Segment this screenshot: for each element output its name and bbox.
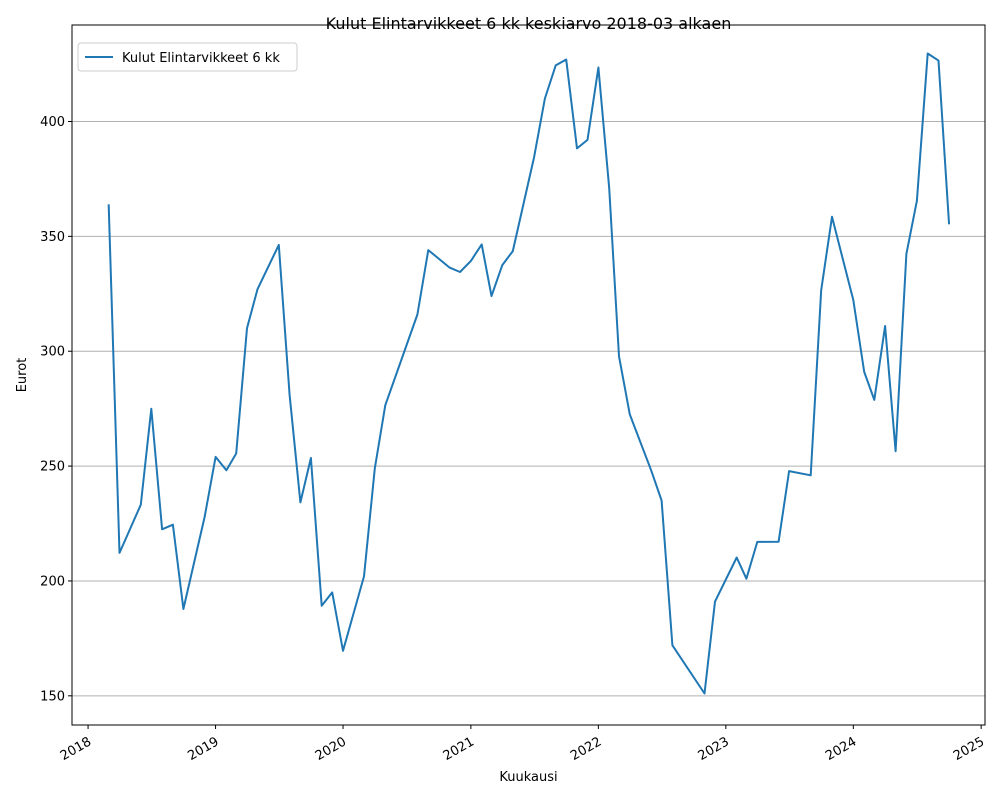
data-point [586,138,590,142]
data-point [415,313,419,317]
data-point [224,468,228,472]
data-point [214,455,218,459]
data-point [649,468,653,472]
data-point [713,600,717,604]
series-line-0 [107,52,951,695]
data-point [735,556,739,560]
data-point [160,527,164,531]
data-point [320,604,324,608]
data-point [872,398,876,402]
plot-area-frame [71,24,986,726]
data-point [139,503,143,507]
y-axis-title: Eurot [15,358,30,393]
data-point [171,523,175,527]
x-axis-title: Kuukausi [499,770,557,785]
y-tick-label: 300 [40,345,65,360]
data-point [819,288,823,292]
y-tick-label: 350 [40,230,65,245]
data-point [480,242,484,246]
data-point [947,221,951,225]
y-axis-ticks: 150 200 250 300 350 400 [40,115,72,704]
data-point [554,63,558,67]
legend-label: Kulut Elintarvikkeet 6 kk [122,51,280,66]
data-point [341,649,345,653]
data-point [277,243,281,247]
data-point [203,515,207,519]
data-point [330,590,334,594]
data-point [755,540,759,544]
data-point [511,249,515,253]
data-lines [107,52,951,696]
y-tick-label: 200 [40,574,65,589]
y-tick-label: 250 [40,460,65,475]
data-point [575,146,579,150]
data-point [628,412,632,416]
data-point [118,551,122,555]
data-point [777,540,781,544]
data-point [234,452,238,456]
data-point [500,263,504,267]
data-point [362,574,366,578]
data-point [181,607,185,611]
data-point [309,456,313,460]
data-point [469,259,473,263]
data-point [830,215,834,219]
data-point [245,326,249,330]
data-point [490,294,494,298]
data-point [670,643,674,647]
data-point [532,155,536,159]
data-point [862,370,866,374]
data-point [107,203,111,207]
legend: Kulut Elintarvikkeet 6 kk [77,42,298,72]
data-point [937,59,941,63]
data-point [596,66,600,70]
data-point [383,403,387,407]
y-tick-label: 150 [40,689,65,704]
data-point [543,97,547,101]
data-point [809,473,813,477]
data-point [564,58,568,62]
data-point [926,52,930,56]
data-point [448,266,452,270]
data-point [787,469,791,473]
data-point [426,248,430,252]
data-point [703,692,707,696]
y-tick-label: 400 [40,115,65,130]
data-point [617,354,621,358]
data-point [149,407,153,411]
chart-title: Kulut Elintarvikkeet 6 kk keskiarvo 2018… [326,14,732,33]
data-point [458,270,462,274]
data-point [851,298,855,302]
data-point [915,199,919,203]
data-point [607,186,611,190]
data-point [288,393,292,397]
data-point [883,324,887,328]
data-point [373,466,377,470]
data-point [744,577,748,581]
data-point [660,499,664,503]
data-point [256,287,260,291]
data-point [904,252,908,256]
data-point [298,500,302,504]
legend-box [77,42,298,72]
data-point [894,449,898,453]
